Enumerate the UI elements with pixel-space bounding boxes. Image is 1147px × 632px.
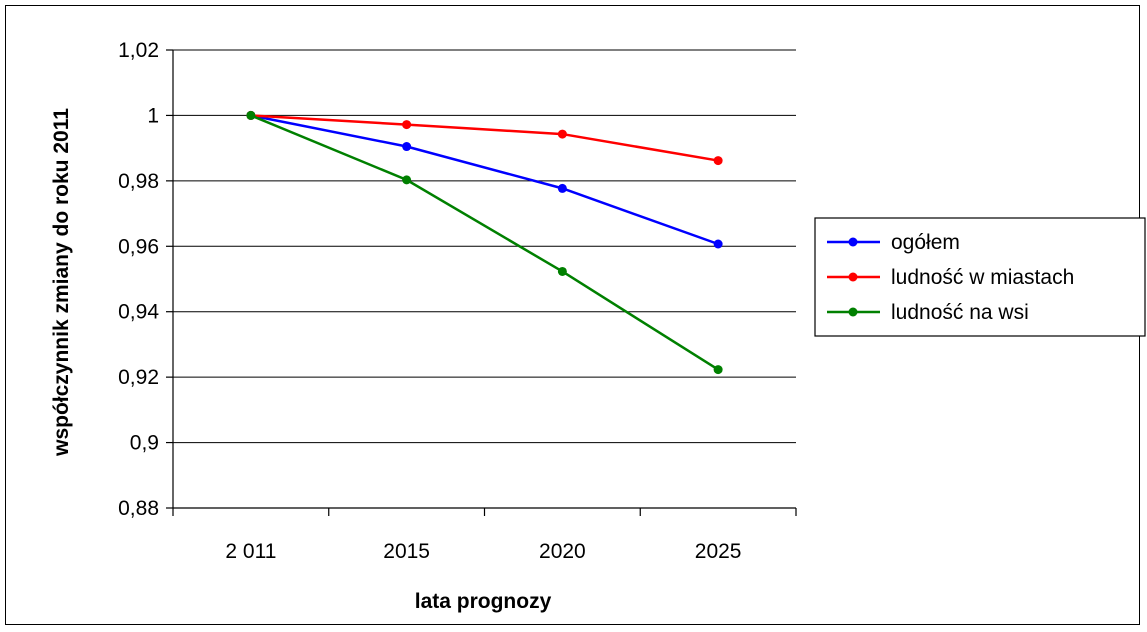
data-point [713, 365, 723, 375]
x-axis-title: lata prognozy [415, 590, 552, 613]
data-point [713, 239, 723, 249]
data-point [557, 183, 567, 193]
y-axis-title: współczynnik zmiany do roku 2011 [50, 108, 73, 457]
legend-marker [848, 272, 858, 282]
x-tick-label: 2020 [539, 540, 586, 563]
data-point [557, 266, 567, 276]
y-tick-label: 0,92 [118, 366, 159, 389]
gridlines [173, 49, 796, 444]
y-tick-label: 0,98 [118, 170, 159, 193]
y-tick-label: 1,02 [118, 39, 159, 62]
data-point [402, 175, 412, 185]
x-tick-label: 2025 [695, 540, 742, 563]
data-point [713, 156, 723, 166]
series-line [250, 114, 719, 162]
series-line [250, 114, 719, 371]
data-point [557, 129, 567, 139]
data-point [402, 120, 412, 130]
legend-marker [848, 237, 858, 247]
y-tick-label: 1 [147, 104, 159, 127]
legend-marker [848, 307, 858, 317]
x-tick-labels: 2 011 2015 2020 2025 [172, 508, 797, 563]
y-tick-label: 0,96 [118, 235, 159, 258]
legend-label: ogółem [891, 231, 960, 254]
x-tick-label: 2 011 [225, 540, 276, 563]
legend-label: ludność na wsi [891, 301, 1029, 324]
legend-label: ludność w miastach [891, 266, 1074, 289]
series-line [250, 114, 719, 246]
data-point [246, 110, 256, 120]
series-lines [246, 110, 723, 375]
x-tick-label: 2015 [383, 540, 430, 563]
y-tick-label: 0,88 [118, 497, 159, 520]
y-tick-label: 0,94 [118, 301, 159, 324]
y-tick-label: 0,9 [130, 432, 159, 455]
y-tick-labels: 1,02 1 0,98 0,96 0,94 0,92 0,9 0,88 [118, 39, 173, 520]
legend: ogółem ludność w miastach ludność na wsi [814, 217, 1146, 337]
data-point [402, 142, 412, 152]
